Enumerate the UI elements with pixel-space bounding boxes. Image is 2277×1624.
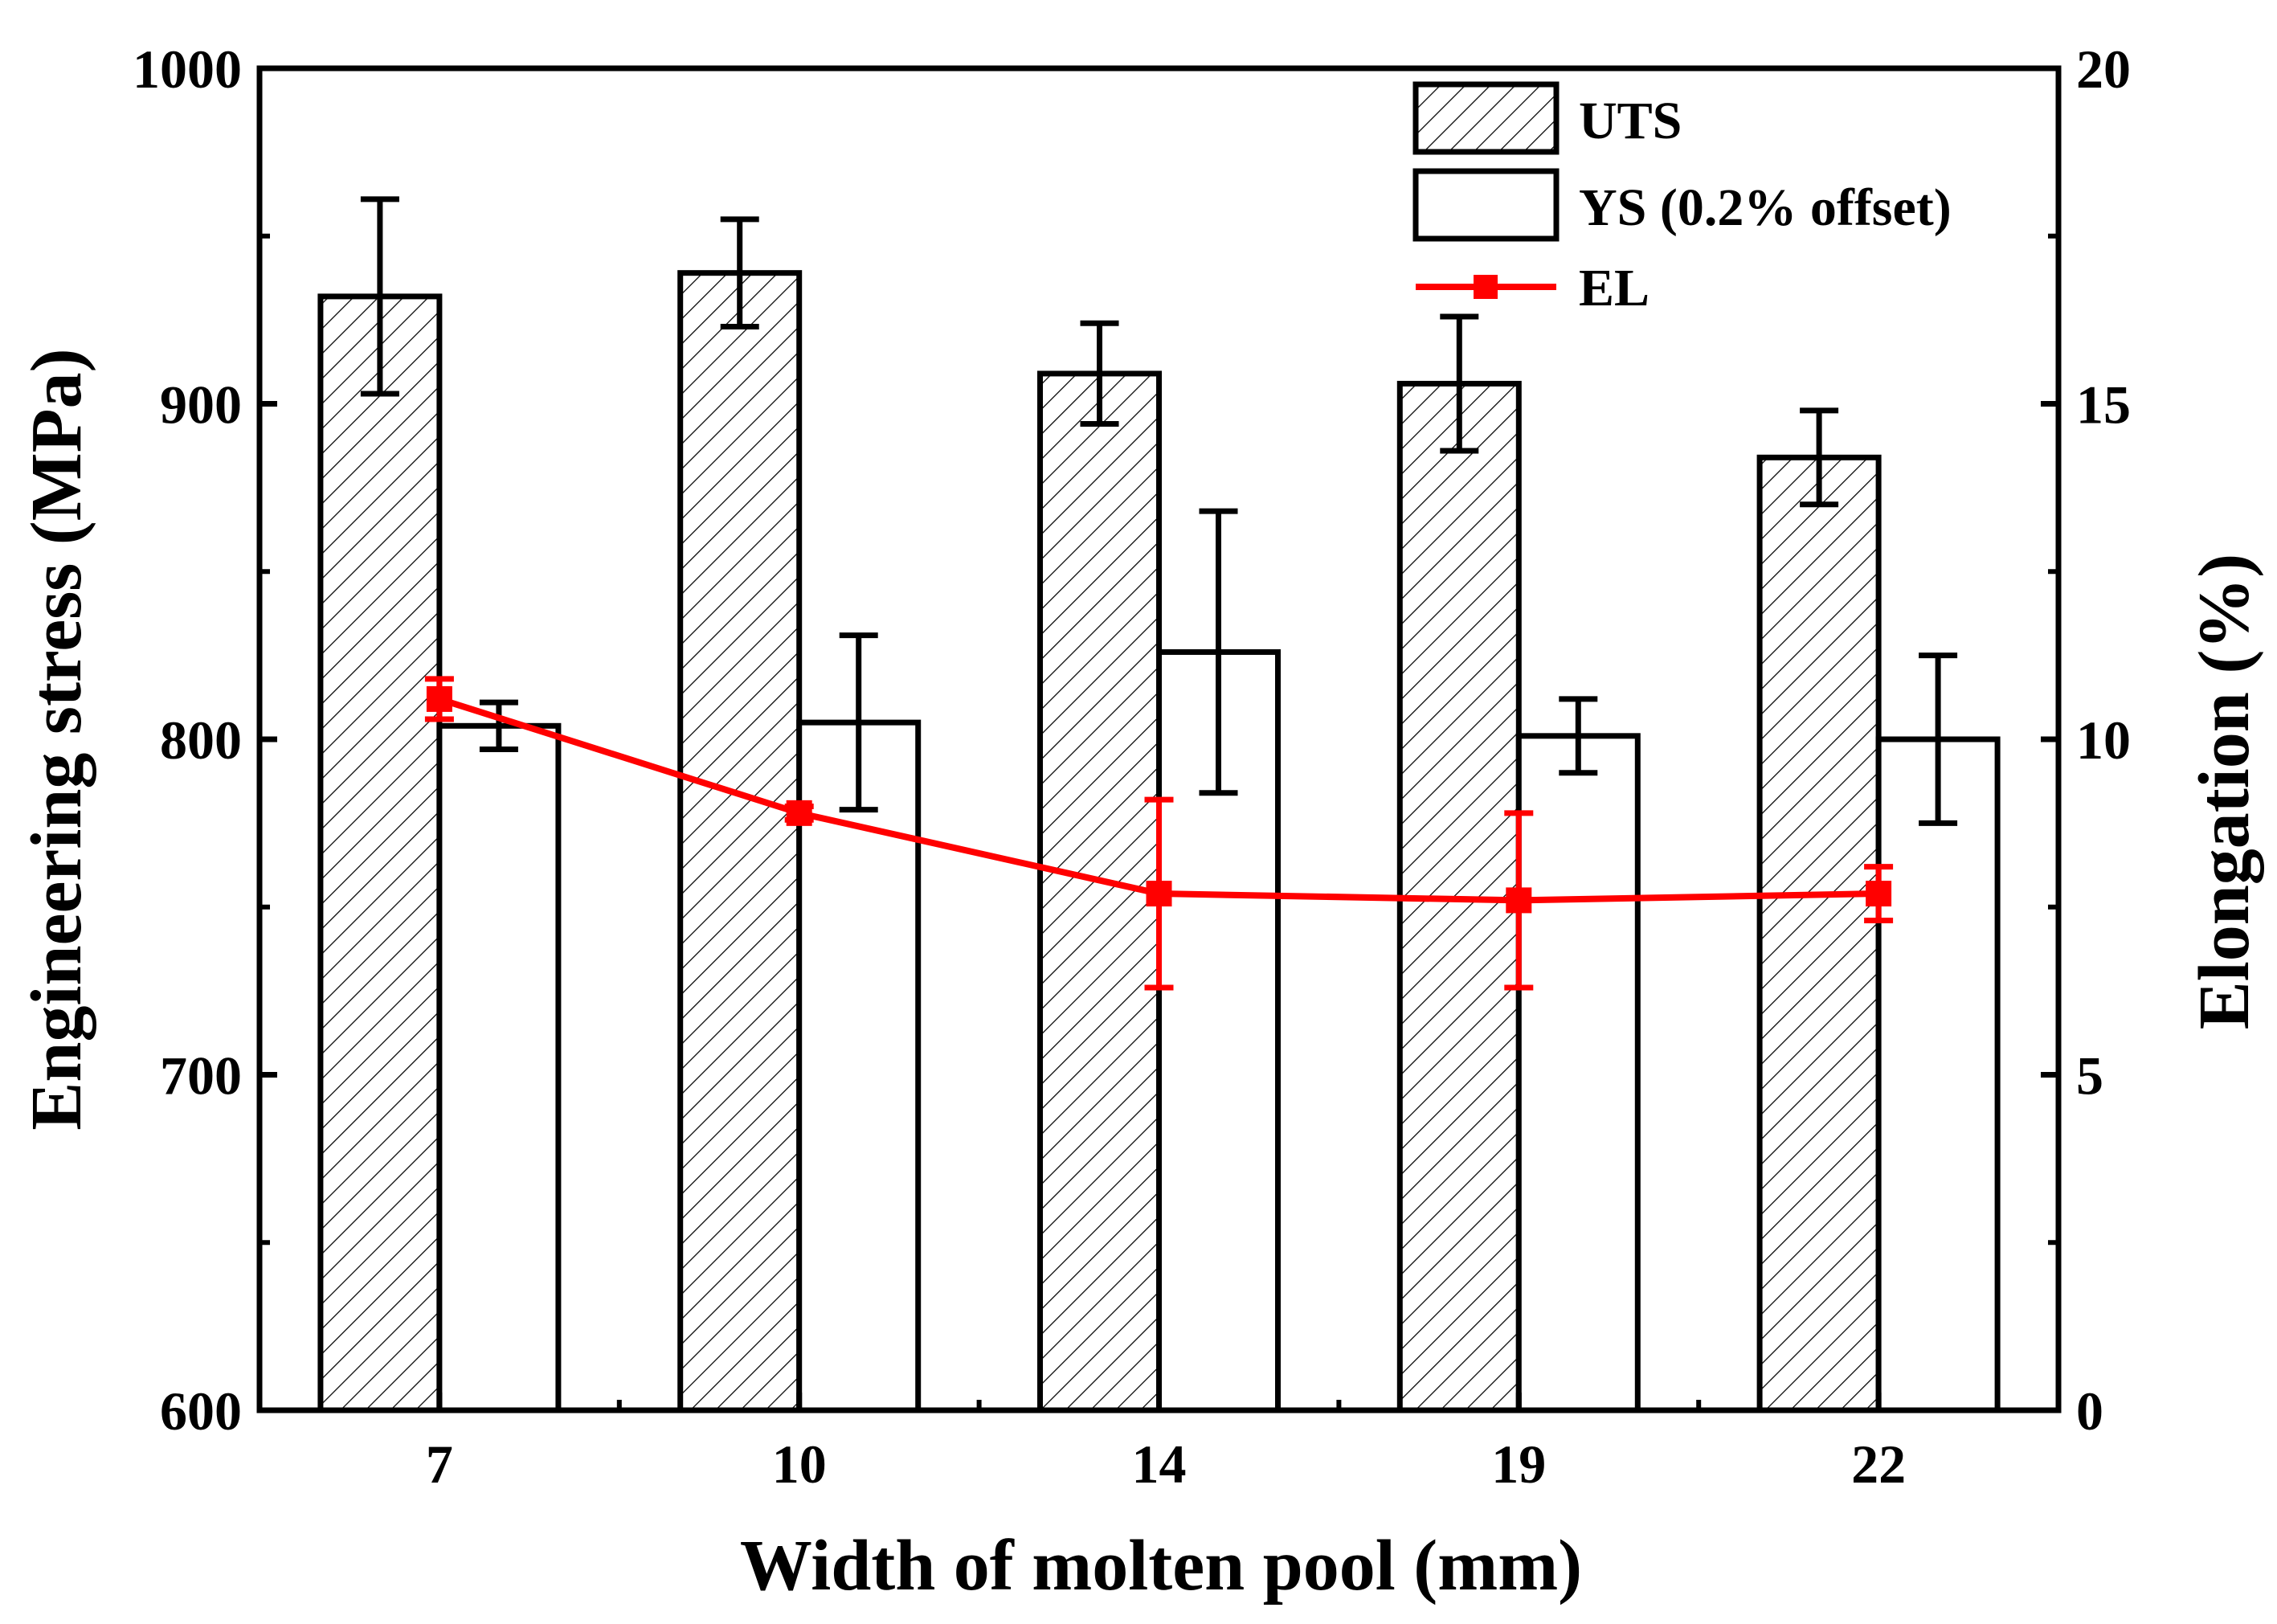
uts-bar-22 [1760,457,1878,1410]
x-tick-label-7: 7 [426,1434,453,1495]
legend-uts-swatch [1416,84,1556,152]
x-tick-label-14: 14 [1132,1434,1187,1495]
legend-el-label: EL [1579,259,1649,317]
y2-tick-label-5: 5 [2076,1045,2103,1107]
y2-tick-label-0: 0 [2076,1381,2103,1442]
y2-tick-label-10: 10 [2076,710,2131,771]
ys-bar-22 [1878,739,1997,1410]
y-tick-label-600: 600 [160,1381,242,1442]
ys-bar-19 [1519,736,1637,1410]
y2-tick-label-15: 15 [2076,374,2131,436]
legend-ys-label: YS (0.2% offset) [1579,178,1952,237]
legend-uts-label: UTS [1579,92,1682,150]
y-tick-label-700: 700 [160,1045,242,1107]
x-tick-label-19: 19 [1491,1434,1546,1495]
legend-ys-swatch [1416,171,1556,239]
uts-bar-7 [321,297,439,1410]
ys-bar-7 [439,726,558,1410]
el-point-22 [1866,881,1891,906]
el-point-7 [427,686,452,712]
el-point-14 [1147,881,1172,906]
x-axis-title: Width of molten pool (mm) [740,1526,1582,1606]
y-tick-label-1000: 1000 [133,39,242,100]
uts-bar-10 [681,273,799,1410]
el-point-10 [787,800,812,826]
y2-tick-label-20: 20 [2076,39,2131,100]
y2-axis-title: Elongation (%) [2185,554,2264,1030]
x-tick-label-22: 22 [1851,1434,1906,1495]
y-tick-label-800: 800 [160,710,242,771]
chart: 600 700 800 900 1000 0 5 10 15 20 7 10 14 19 22 UTS YS… [0,0,2277,1624]
x-tick-label-10: 10 [772,1434,827,1495]
legend: UTS YS (0.2% offset) EL [1416,84,1952,317]
el-point-19 [1506,887,1531,913]
y-axis-title: Engineering stress (MPa) [17,348,96,1130]
legend-el-marker [1474,275,1498,299]
y-tick-label-900: 900 [160,374,242,436]
